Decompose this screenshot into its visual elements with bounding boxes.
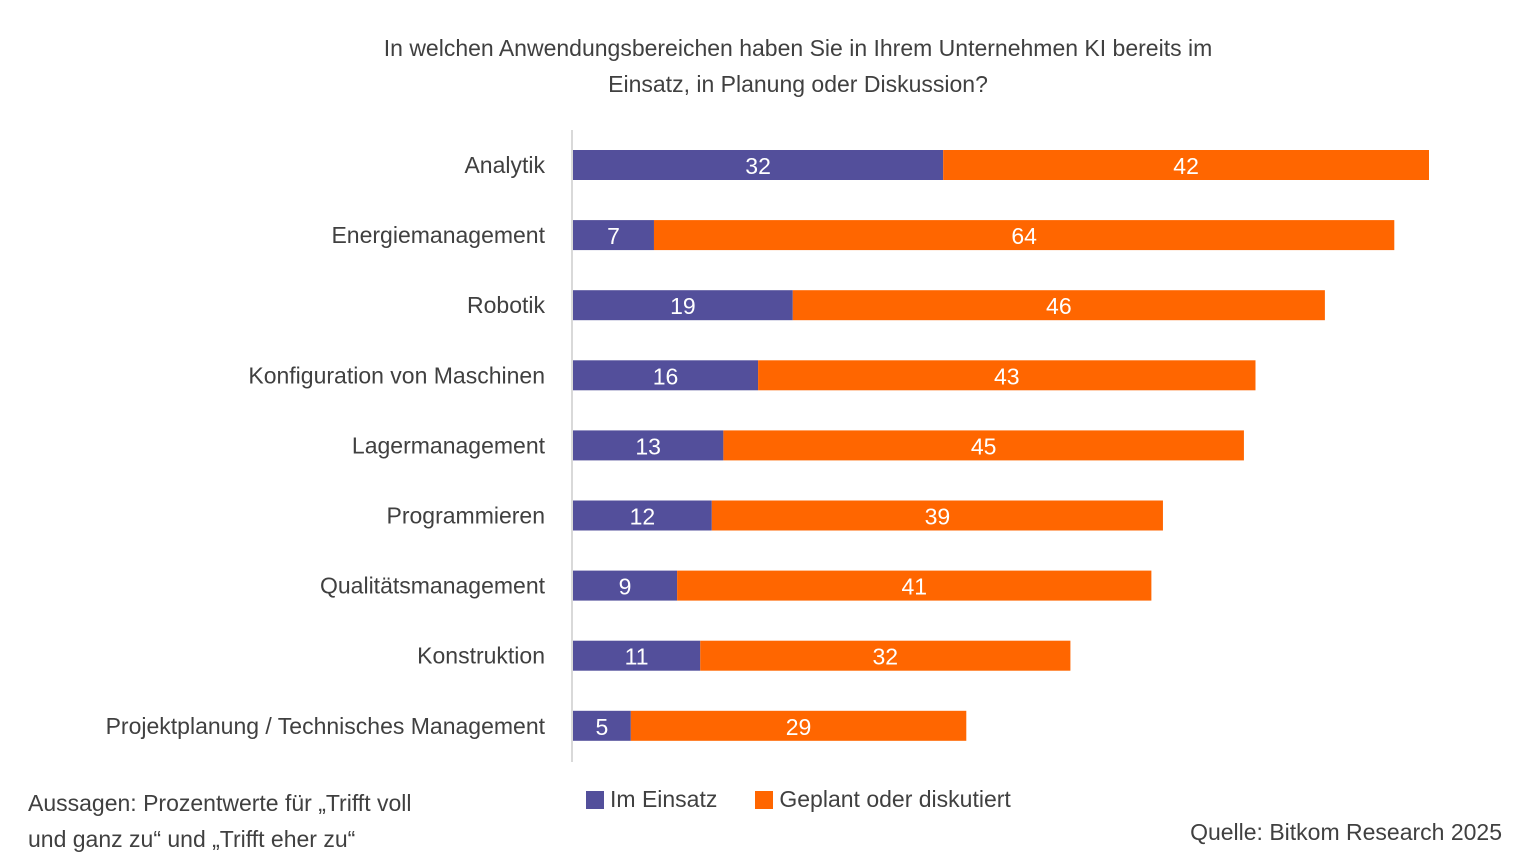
data-label: 46 [1046,293,1072,319]
bar-im-einsatz [573,640,701,671]
data-label: 11 [625,644,649,670]
bar-geplant [630,710,967,741]
source: Quelle: Bitkom Research 2025 [1190,819,1502,845]
bar-geplant [723,430,1244,461]
legend-label: Im Einsatz [610,786,718,812]
bar-im-einsatz [573,220,654,251]
category-label: Projektplanung / Technisches Management [106,713,546,739]
bar-geplant [758,360,1256,391]
data-label: 19 [670,293,696,319]
category-label: Konstruktion [417,643,545,669]
bar-geplant [792,290,1325,321]
legend-item-im-einsatz: Im Einsatz [586,786,717,813]
data-label: 16 [653,363,679,389]
bar-im-einsatz [573,150,944,180]
data-label: 41 [901,574,927,600]
chart-title: In welchen Anwendungsbereichen haben Sie… [0,30,1536,102]
bar-im-einsatz [573,570,678,601]
bar-im-einsatz [573,710,631,741]
data-label: 29 [786,714,812,740]
data-label: 9 [619,574,632,600]
bar-geplant [700,640,1071,671]
bar-geplant [677,570,1152,601]
data-label: 43 [994,363,1020,389]
category-label: Konfiguration von Maschinen [248,362,545,388]
legend-item-geplant: Geplant oder diskutiert [755,786,1011,813]
legend-swatch-geplant [755,790,774,809]
bar-geplant [653,220,1395,251]
category-label: Programmieren [387,503,546,529]
data-label: 7 [607,223,620,249]
bar-im-einsatz [573,360,759,391]
title-line-1: In welchen Anwendungsbereichen haben Sie… [383,35,1213,61]
legend-swatch-im-einsatz [586,790,604,809]
legend-label: Geplant oder diskutiert [779,786,1011,812]
category-label: Robotik [467,292,545,318]
data-label: 42 [1173,153,1199,179]
data-label: 12 [630,504,656,530]
footnote: Aussagen: Prozentwerte für „Trifft voll … [28,785,412,857]
data-label: 45 [971,433,997,459]
data-label: 32 [745,153,771,179]
data-label: 5 [596,714,609,740]
footnote-line-1: Aussagen: Prozentwerte für „Trifft voll [28,790,412,816]
footnote-line-2: und ganz zu“ und „Trifft eher zu“ [28,826,356,852]
category-label: Energiemanagement [331,222,545,248]
data-label: 13 [635,433,661,459]
bar-im-einsatz [573,430,724,461]
bar-geplant [711,500,1163,531]
bar-im-einsatz [573,290,793,321]
legend: Im Einsatz Geplant oder diskutiert [586,786,1011,813]
title-line-2: Einsatz, in Planung oder Diskussion? [608,71,988,97]
category-label: Qualitätsmanagement [320,573,546,599]
data-label: 64 [1011,223,1037,249]
bar-im-einsatz [573,500,712,531]
data-label: 39 [925,504,951,530]
category-label: Lagermanagement [352,432,546,458]
bar-geplant [943,150,1429,180]
category-label: Analytik [464,152,545,178]
data-label: 32 [873,644,899,670]
